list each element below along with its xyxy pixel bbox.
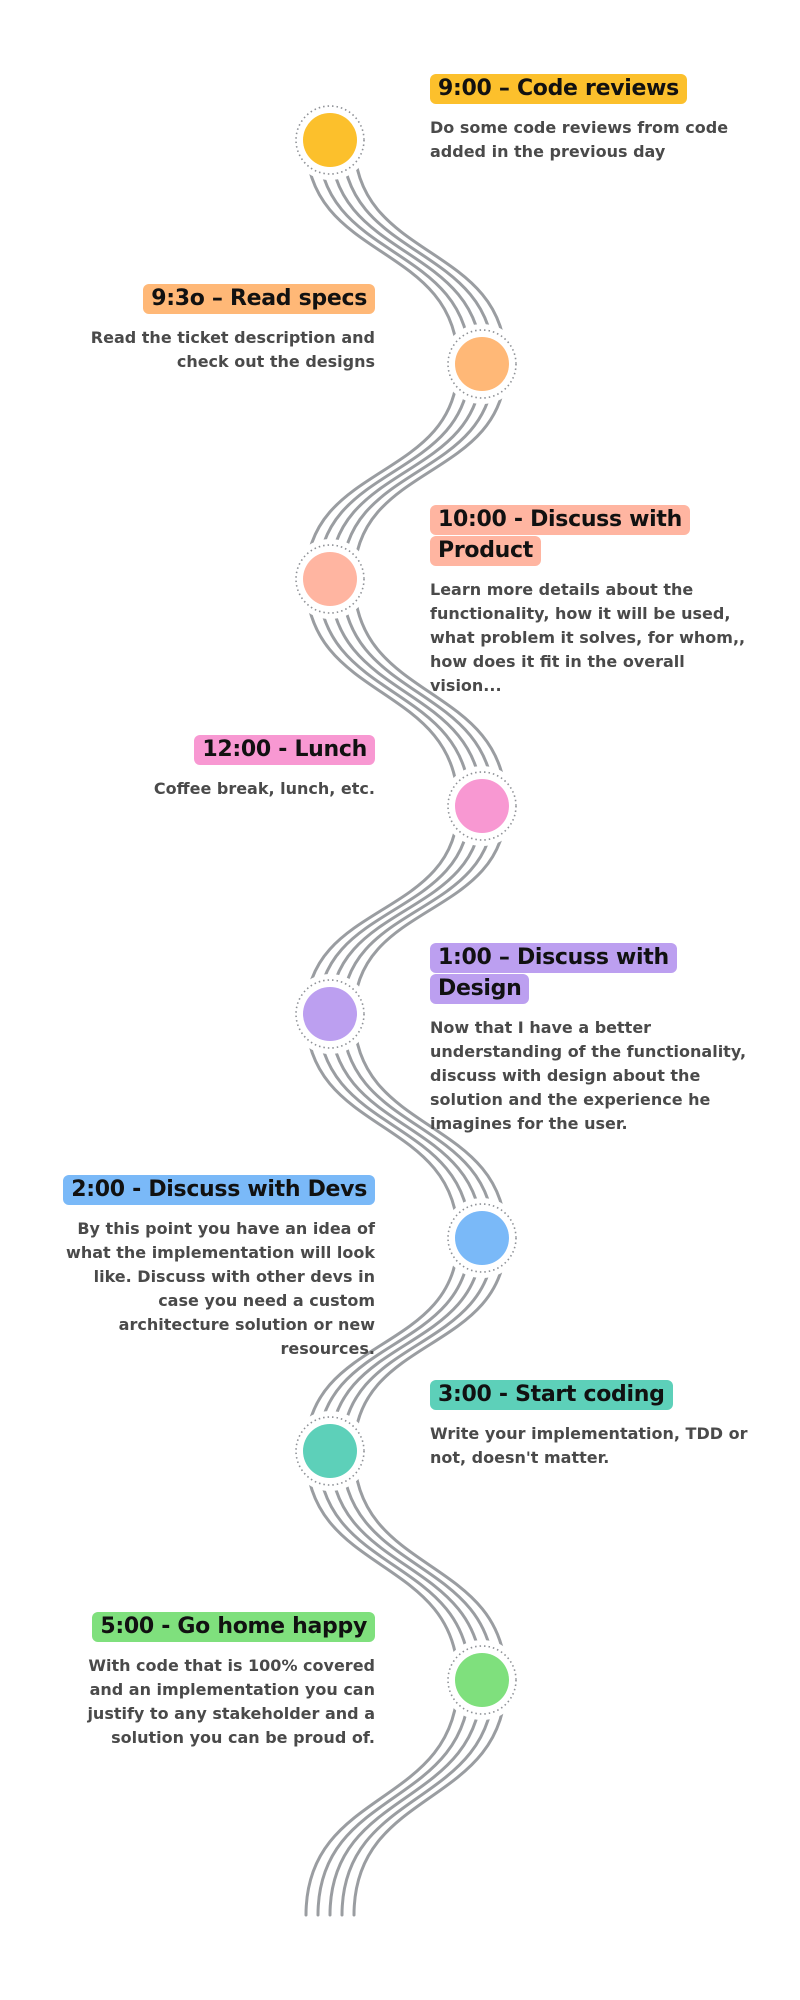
timeline-strand	[316, 1236, 472, 1453]
node-dot	[303, 552, 357, 606]
timeline-strand	[352, 577, 508, 808]
node-dot	[303, 1424, 357, 1478]
timeline-strand	[304, 577, 460, 808]
timeline-strand	[316, 1012, 472, 1240]
node-ring	[447, 1645, 517, 1715]
event-read-specs: 9:3o – Read specs Read the ticket descri…	[55, 283, 375, 374]
timeline-strand	[352, 138, 508, 366]
timeline-strand	[316, 138, 472, 366]
event-title: 12:00 - Lunch	[55, 734, 375, 765]
node-dot	[455, 779, 509, 833]
event-title: 3:00 - Start coding	[430, 1379, 750, 1410]
timeline-strand	[304, 1678, 460, 1917]
timeline-path	[304, 138, 508, 1917]
event-description: Learn more details about the functionali…	[430, 580, 746, 695]
node-dot	[455, 1653, 509, 1707]
timeline-strand	[352, 1236, 508, 1453]
timeline-strand	[316, 577, 472, 808]
event-title: 5:00 - Go home happy	[55, 1611, 375, 1642]
timeline-strand	[328, 1678, 484, 1917]
timeline-strand	[352, 804, 508, 1016]
node-dot	[455, 337, 509, 391]
timeline-strand	[352, 362, 508, 581]
event-title: 9:3o – Read specs	[55, 283, 375, 314]
event-lunch: 12:00 - Lunch Coffee break, lunch, etc.	[55, 734, 375, 801]
timeline-strand	[340, 1012, 496, 1240]
node-dot	[303, 987, 357, 1041]
event-description: With code that is 100% covered and an im…	[87, 1656, 375, 1747]
timeline-strand	[304, 1236, 460, 1453]
node-ring	[447, 1203, 517, 1273]
event-title: 9:00 – Code reviews	[430, 73, 750, 104]
timeline-strand	[328, 577, 484, 808]
timeline-strand	[328, 138, 484, 366]
event-title: 2:00 - Discuss with Devs	[55, 1174, 375, 1205]
event-discuss-design: 1:00 – Discuss with Design Now that I ha…	[430, 942, 750, 1136]
timeline-strand	[328, 1012, 484, 1240]
timeline-strand	[352, 1678, 508, 1917]
event-go-home: 5:00 - Go home happy With code that is 1…	[55, 1611, 375, 1750]
timeline-strand	[316, 362, 472, 581]
node-ring	[447, 329, 517, 399]
timeline-strand	[340, 577, 496, 808]
timeline-strand	[304, 1012, 460, 1240]
timeline-strand	[340, 1449, 496, 1682]
node-dot	[303, 113, 357, 167]
timeline-nodes	[290, 100, 522, 1720]
timeline-strand	[304, 138, 460, 366]
event-description: Coffee break, lunch, etc.	[153, 779, 375, 798]
event-discuss-product: 10:00 - Discuss with Product Learn more …	[430, 504, 750, 698]
event-start-coding: 3:00 - Start coding Write your implement…	[430, 1379, 750, 1470]
node-ring	[295, 979, 365, 1049]
timeline-strand	[340, 362, 496, 581]
node-ring	[295, 105, 365, 175]
timeline-strand	[340, 1236, 496, 1453]
timeline-strand	[304, 362, 460, 581]
event-description: Read the ticket description and check ou…	[90, 328, 375, 371]
timeline-strand	[316, 1449, 472, 1682]
timeline-strand	[304, 1449, 460, 1682]
event-discuss-devs: 2:00 - Discuss with Devs By this point y…	[55, 1174, 375, 1361]
timeline-strand	[352, 1012, 508, 1240]
event-description: By this point you have an idea of what t…	[66, 1219, 375, 1358]
timeline-strand	[340, 138, 496, 366]
event-title: 10:00 - Discuss with Product	[430, 504, 750, 566]
timeline-strand	[328, 362, 484, 581]
timeline-strand	[328, 1236, 484, 1453]
event-code-reviews: 9:00 – Code reviews Do some code reviews…	[430, 73, 750, 164]
timeline-strand	[304, 804, 460, 1016]
node-dot	[455, 1211, 509, 1265]
timeline-strand	[352, 1449, 508, 1682]
node-ring	[447, 771, 517, 841]
node-ring	[295, 544, 365, 614]
timeline-strand	[328, 1449, 484, 1682]
node-ring	[295, 1416, 365, 1486]
timeline-strand	[340, 1678, 496, 1917]
event-description: Do some code reviews from code added in …	[430, 118, 729, 161]
event-description: Now that I have a better understanding o…	[430, 1018, 747, 1133]
timeline-strand	[316, 1678, 472, 1917]
event-description: Write your implementation, TDD or not, d…	[430, 1424, 748, 1467]
event-title: 1:00 – Discuss with Design	[430, 942, 750, 1004]
